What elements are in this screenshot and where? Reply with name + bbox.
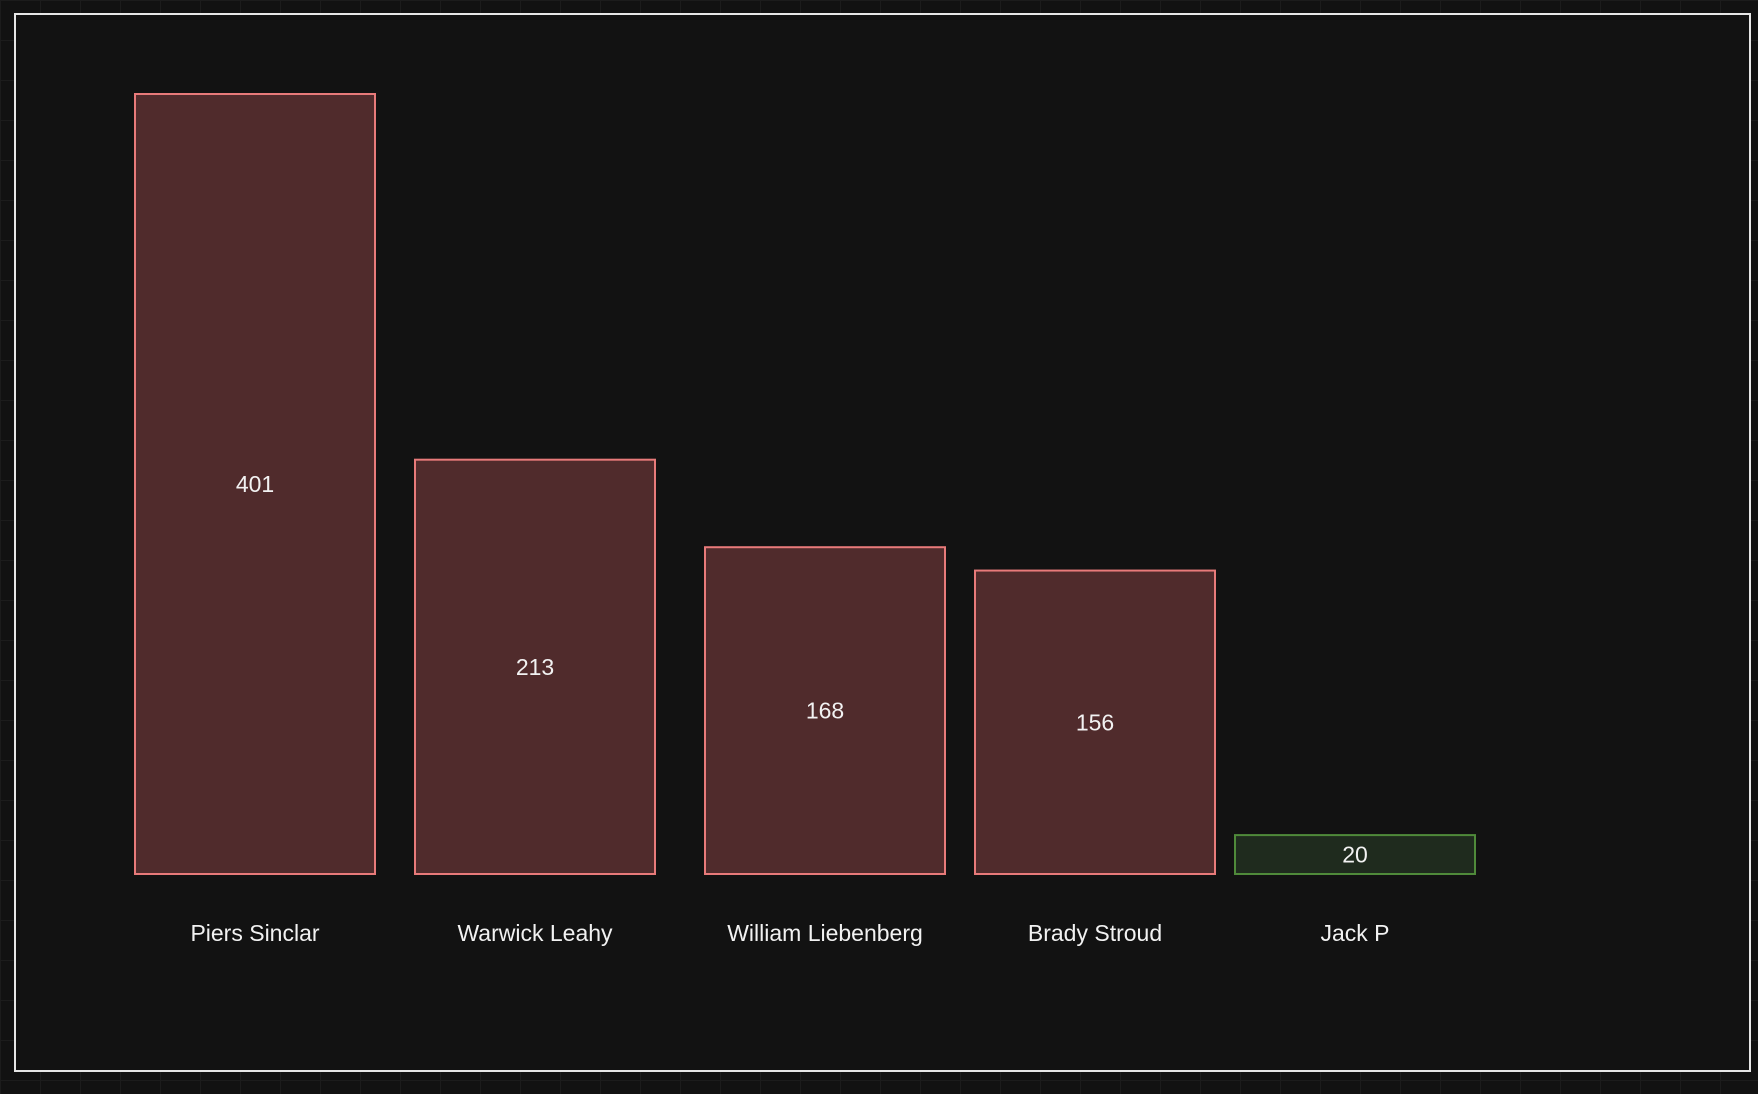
bar-piers-sinclar [134,93,376,875]
category-label: Brady Stroud [1028,920,1162,946]
bar-value-label: 213 [516,654,554,680]
category-label: Piers Sinclar [190,920,319,946]
bars-group [134,93,1476,876]
bar-william-liebenberg [704,546,946,876]
category-label: William Liebenberg [727,920,923,946]
category-label: Jack P [1320,920,1389,946]
bar-brady-stroud [974,569,1216,875]
bar-value-label: 168 [806,698,844,724]
labels-group: 401 Piers Sinclar 213 Warwick Leahy 168 Willi… [190,471,1389,946]
bar-jack-p [1234,834,1476,875]
category-label: Warwick Leahy [457,920,613,946]
bar-value-label: 20 [1342,842,1368,868]
bar-warwick-leahy [414,458,656,875]
bar-value-label: 401 [236,471,274,497]
bar-value-label: 156 [1076,709,1114,735]
